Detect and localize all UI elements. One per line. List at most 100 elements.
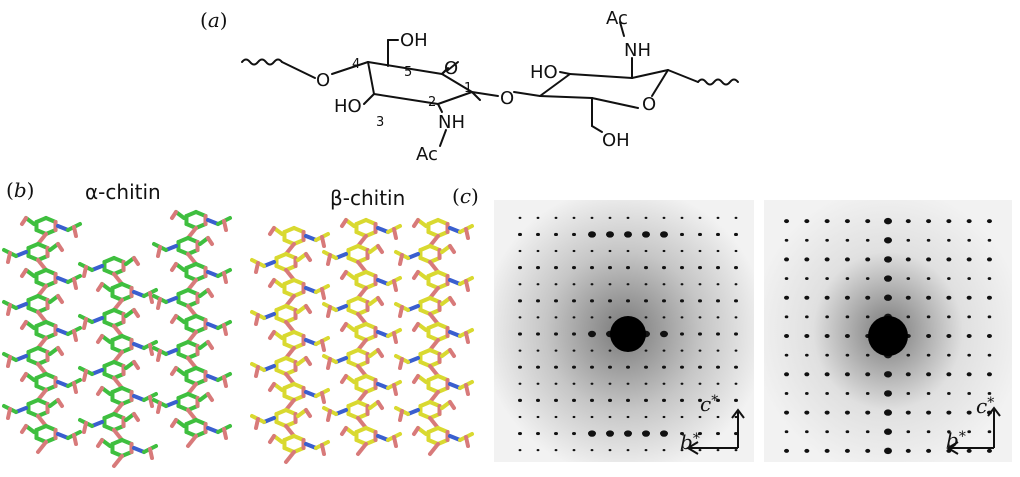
atom-oh-bottom: OH	[602, 130, 630, 151]
diffraction-spot	[844, 295, 850, 300]
diffraction-spot	[845, 353, 850, 357]
diffraction-spot	[884, 390, 892, 397]
hydroxyl-bond	[412, 426, 420, 436]
diffraction-spot	[626, 415, 630, 419]
diffraction-spot	[784, 257, 790, 262]
carbonyl-bond	[148, 343, 154, 356]
axis-b-star-left: b*	[680, 430, 700, 454]
diffraction-spot	[662, 283, 666, 286]
diffraction-spot	[698, 283, 702, 286]
diffraction-spot	[662, 415, 666, 419]
diffraction-spot	[536, 398, 540, 402]
diffraction-spot	[590, 299, 594, 303]
diffraction-spot	[590, 316, 594, 319]
carbonyl-bond	[222, 219, 228, 232]
axis-c-star-left: c*	[700, 392, 719, 416]
diffraction-spot	[554, 232, 558, 237]
diffraction-spot	[572, 299, 576, 303]
diffraction-spot	[905, 448, 911, 453]
carbonyl-bond	[320, 339, 326, 352]
diffraction-spot	[926, 391, 931, 395]
diffraction-spot	[734, 283, 738, 286]
diffraction-spot	[987, 315, 992, 319]
diffraction-spot	[906, 391, 911, 395]
alpha-chain-1	[2, 216, 82, 454]
diffraction-spot	[644, 349, 648, 352]
glycosidic-bond	[284, 424, 296, 438]
diffraction-spot	[698, 316, 702, 319]
diffraction-spot	[905, 410, 911, 415]
hydroxyl-bond	[132, 256, 140, 266]
diffraction-spot	[865, 295, 871, 300]
carbonyl-bond	[392, 227, 398, 240]
diffraction-spot	[906, 315, 911, 319]
diffraction-spot	[946, 372, 952, 377]
diffraction-spot	[662, 398, 666, 402]
atom-ac-left: Ac	[416, 144, 438, 165]
diffraction-spot	[804, 410, 810, 415]
diffraction-spot	[966, 410, 972, 415]
diffraction-spot	[947, 353, 951, 357]
diffraction-spot	[698, 232, 702, 237]
hydroxyl-bond	[96, 438, 104, 448]
diffraction-spot	[608, 299, 612, 303]
diffraction-spot	[804, 257, 810, 262]
diffraction-spot	[554, 332, 558, 336]
diffraction-spot	[698, 382, 702, 385]
diffraction-spot	[716, 266, 720, 270]
atom-ho-right: HO	[530, 62, 558, 83]
diffraction-spot	[966, 295, 972, 300]
atom-o-link-left: O	[316, 70, 330, 91]
carbonyl-bond	[156, 349, 162, 362]
carbonyl-bond	[222, 323, 228, 336]
diffraction-spot	[608, 382, 612, 385]
carbonyl-bond	[392, 435, 398, 448]
diffraction-spot	[734, 449, 738, 452]
diffraction-spot	[518, 398, 522, 402]
diffraction-spot	[680, 249, 684, 253]
diffraction-spot	[536, 283, 540, 286]
diffraction-spot	[884, 447, 892, 455]
diffraction-spot	[626, 299, 630, 303]
hydroxyl-bond	[170, 418, 178, 428]
carbonyl-bond	[254, 261, 260, 274]
diffraction-spot	[926, 448, 932, 453]
glycosidic-bond	[112, 272, 124, 286]
diffraction-spot	[626, 449, 630, 452]
diffraction-spot	[518, 232, 522, 237]
carbonyl-bond	[326, 253, 332, 266]
hydroxyl-bond	[304, 408, 312, 418]
glycosidic-bond	[356, 260, 368, 274]
diffraction-spot	[680, 216, 684, 219]
diffraction-spot	[518, 332, 522, 336]
carbonyl-bond	[82, 265, 88, 278]
diffraction-spot	[716, 431, 720, 436]
glycosidic-bond	[112, 324, 124, 338]
diffraction-spot	[608, 249, 612, 253]
diffraction-spot	[926, 257, 932, 262]
diffraction-spot	[987, 238, 992, 242]
atom-ac-right: Ac	[606, 8, 628, 29]
diffraction-spot	[805, 391, 809, 395]
glycosidic-bond	[186, 330, 198, 344]
diffraction-spot	[845, 238, 850, 242]
glycosidic-bond	[356, 390, 368, 404]
diffraction-spot	[572, 382, 576, 385]
diffraction-spot	[824, 372, 830, 377]
diffraction-spot	[734, 232, 738, 237]
position-1: 1	[464, 81, 472, 96]
glycosidic-bond	[428, 390, 440, 404]
carbonyl-bond	[464, 435, 470, 448]
diffraction-spot	[716, 449, 720, 452]
carbonyl-bond	[82, 369, 88, 382]
diffraction-spot	[926, 410, 932, 415]
diffraction-spot	[734, 216, 738, 219]
diffraction-spot	[518, 382, 522, 385]
diffraction-spot	[784, 295, 790, 300]
diffraction-spot	[987, 391, 992, 395]
hydroxyl-bond	[206, 236, 214, 246]
glycosidic-bond	[284, 346, 296, 360]
carbonyl-bond	[320, 443, 326, 456]
glycosidic-bond	[36, 440, 48, 454]
glycosidic-bond	[428, 234, 440, 248]
